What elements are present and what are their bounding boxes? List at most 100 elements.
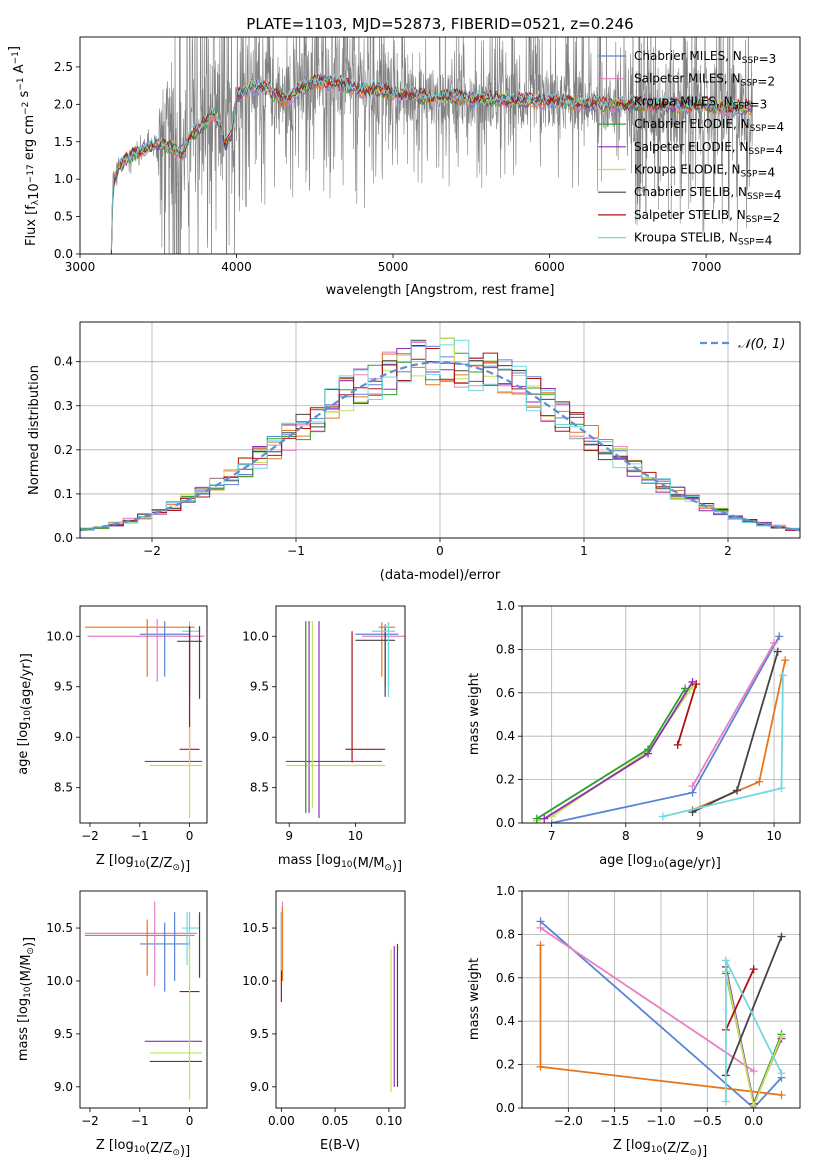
series-marker <box>692 680 701 689</box>
residuals-plot-area <box>80 337 800 538</box>
y-tick-label: 0.4 <box>496 1014 515 1028</box>
y-tick-label: 0.8 <box>496 927 515 941</box>
label-part: SSP <box>746 215 763 225</box>
model-line-STELIB_Chabrier <box>110 73 753 254</box>
y-tick-label: 9.5 <box>54 1027 73 1041</box>
y-tick-label: 9.0 <box>250 1080 269 1094</box>
y-tick-label: 8.5 <box>54 781 73 795</box>
y-tick-label: 2.0 <box>54 97 73 111</box>
series-line-MILES_Chabrier <box>539 920 783 1108</box>
label-part: =4 <box>764 188 782 202</box>
series-line-STELIB_Chabrier <box>692 651 779 813</box>
series-marker <box>777 784 786 793</box>
series-line-STELIB_Chabrier <box>725 936 783 1076</box>
series-marker <box>770 638 779 647</box>
label-part: λ <box>31 199 41 205</box>
label-part: ⊙ <box>689 1148 697 1158</box>
label-part: −17 <box>26 164 36 183</box>
series-line-ELODIE_Kroupa <box>536 685 694 822</box>
label-part: age [log <box>16 722 31 775</box>
y-axis-label: mass weight <box>467 958 482 1040</box>
label-part: A <box>12 64 27 77</box>
panels: 3000 4000 5000 6000 70000.00.51.01.52.02.5wa… <box>7 36 801 1159</box>
series-line-STELIB_Salpeter <box>725 968 755 1031</box>
label-part: Z [log <box>96 853 134 868</box>
x-tick-label: 9 <box>285 829 293 843</box>
y-axis-label: Normed distribution <box>27 365 42 495</box>
series-marker <box>777 1090 786 1099</box>
x-tick-label: 0 <box>186 1114 194 1128</box>
label-part: =4 <box>766 120 784 134</box>
label-part: age [log <box>599 853 652 868</box>
label-part: Chabrier STELIB, N <box>634 185 747 199</box>
label-part: ⊙ <box>384 863 392 873</box>
y-tick-label: 1.0 <box>496 884 515 898</box>
massweight_vs_Z-panel: −2.0 −1.5 −1.0 −0.5 0.0 0.0 0.2 0.4 0.6 0.8 1.0 Z [… <box>467 884 801 1159</box>
legend-entry: Chabrier ELODIE, NSSP=4 <box>634 117 784 134</box>
legend-entry: Chabrier MILES, NSSP=3 <box>634 49 776 66</box>
spectrum-panel: 3000 4000 5000 6000 7000 0.0 0.5 1.0 1.5 2.0 2.5 wa… <box>7 36 801 298</box>
x-tick-label: 10 <box>766 829 781 843</box>
label-part: SSP <box>750 124 767 134</box>
x-axis-label: age [log10(age/yr)] <box>599 853 721 871</box>
label-part: (M/M <box>353 856 385 871</box>
x-tick-label: −2.0 <box>554 1114 583 1128</box>
label-part: =4 <box>765 143 783 157</box>
y-axis-label: mass weight <box>467 673 482 755</box>
series-line-STELIB_Salpeter <box>676 683 698 746</box>
data-point <box>182 621 200 687</box>
x-tick-label: 0 <box>436 544 444 558</box>
label-part: Salpeter STELIB, N <box>634 208 746 222</box>
label-part: (age/yr)] <box>664 856 721 871</box>
y-tick-label: 10.0 <box>46 629 73 643</box>
x-tick-label: 7000 <box>691 260 722 274</box>
label-part: SSP <box>738 238 755 248</box>
axes-frame <box>521 605 801 824</box>
x-tick-label: −1 <box>287 544 305 558</box>
x-tick-label: −2 <box>81 829 99 843</box>
x-tick-label: 0.0 <box>744 1114 763 1128</box>
age_vs_mass-plot-area <box>285 621 405 818</box>
data-point <box>345 631 386 763</box>
label-part: 10 <box>23 986 33 998</box>
label-part: =2 <box>757 75 775 89</box>
x-tick-label: −0.5 <box>693 1114 722 1128</box>
label-part: 10 <box>27 183 42 200</box>
age_vs_Z-panel: −2 −1 08.59.09.510.0Z [log10(Z/Z⊙)]age [lo… <box>16 605 208 874</box>
y-tick-label: 1.5 <box>54 135 73 149</box>
axes-frame <box>79 605 208 824</box>
label-part: 10 <box>651 1145 663 1155</box>
label-part: (Z/Z <box>145 856 172 871</box>
label-part: s <box>17 90 32 101</box>
y-tick-label: 1.0 <box>54 172 73 186</box>
massweight_vs_age-plot-area <box>532 632 790 823</box>
y-tick-label: 9.0 <box>250 730 269 744</box>
series-marker <box>540 814 549 823</box>
label-part: )] <box>697 1144 707 1159</box>
x-tick-label: −1.5 <box>600 1114 629 1128</box>
series-marker <box>749 1067 758 1076</box>
series-marker <box>536 941 545 950</box>
mass_vs_Z-plot-area <box>84 901 203 1100</box>
y-tick-label: 9.5 <box>250 680 269 694</box>
spectrum-plot-area <box>110 37 754 254</box>
x-tick-label: −2 <box>143 544 161 558</box>
y-axis-label: mass [log10(M/M⊙)] <box>16 937 37 1061</box>
series-marker <box>777 1069 786 1078</box>
x-tick-label: 6000 <box>534 260 565 274</box>
series-marker <box>658 812 667 821</box>
y-tick-label: 0.0 <box>54 531 73 545</box>
label-part: Chabrier MILES, N <box>634 49 742 63</box>
data-point <box>139 922 190 992</box>
label-part: Salpeter MILES, N <box>634 72 741 86</box>
data-point <box>355 628 396 697</box>
data-point <box>285 621 382 813</box>
label-part: erg cm <box>22 115 37 164</box>
mass_vs_Z-panel: −2 −1 09.09.510.010.5Z [log10(Z/Z⊙)]mass [… <box>16 890 208 1159</box>
label-part: SSP <box>733 101 750 111</box>
legend-entry: Salpeter MILES, NSSP=2 <box>634 72 775 89</box>
label-part: −2 <box>21 102 31 115</box>
label-part: wavelength [Angstrom, rest frame] <box>326 283 555 298</box>
